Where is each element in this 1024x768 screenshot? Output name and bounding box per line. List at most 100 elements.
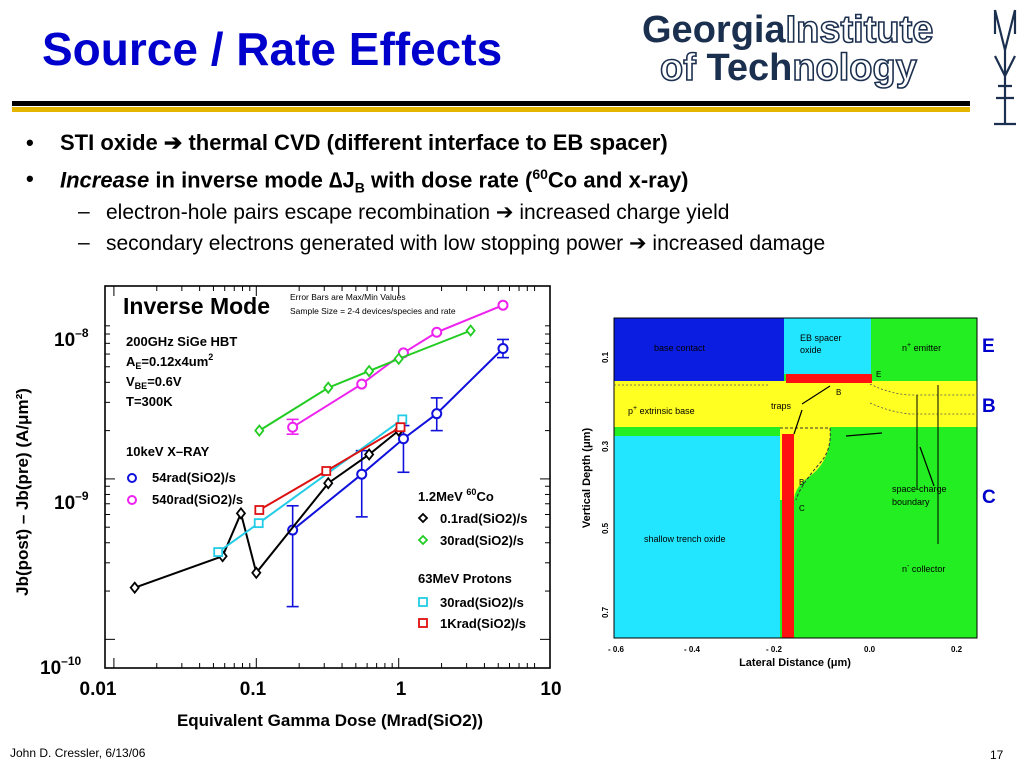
legend-header-protons: 63MeV Protons [418,571,512,586]
data-point [254,505,265,515]
data-point [497,299,509,311]
arrow-icon: ➔ [495,201,514,224]
chart-title: Inverse Mode [123,293,270,319]
data-point [323,381,334,395]
region-label: EB spacer [800,333,842,343]
legend-label: 1Krad(SiO2)/s [440,616,526,631]
bullet-dot: • [26,130,34,155]
data-point [251,566,262,580]
pointer-arrow [801,385,831,405]
legend-marker [418,618,428,628]
logo-line-2: of Technology [659,47,917,89]
x-tick-label: 0.0 [864,645,876,654]
bullet-2-text-c: Co and x-ray) [547,167,689,193]
data-point [397,414,408,425]
data-point [356,468,368,480]
bullet-2-sub: B [354,179,365,196]
junction-label: C [799,504,805,513]
tick-marks [105,286,550,668]
y-axis-label: Jb(post) – Jb(pre) (A/μm²) [13,388,32,596]
data-point [356,378,368,390]
y-tick-label: 0.1 [601,351,610,363]
x-axis-label: Lateral Distance (μm) [739,657,851,669]
emitter-side-label: E [982,336,995,357]
bullet-2: Increase in inverse mode ∆JB with dose r… [60,166,689,196]
collector-side-label: C [982,487,996,508]
slide-title: Source / Rate Effects [42,23,503,75]
data-point [287,524,299,536]
data-point [235,506,247,520]
bullet-1-text-a: STI oxide [60,130,164,155]
region-label: oxide [800,345,822,355]
logo-word-tech: Tech [706,47,793,89]
data-point [465,324,476,338]
region-label: base contact [654,343,706,353]
bullet-1: STI oxide ➔ thermal CVD (different inter… [60,130,668,156]
data-point [254,424,265,438]
bullet-2-delta: ∆J [329,167,355,193]
data-point [321,466,332,476]
data-point [213,547,224,557]
legend-label: 30rad(SiO2)/s [440,595,524,610]
subbullet-2: secondary electrons generated with low s… [106,231,825,256]
pointer-arrow [793,409,803,435]
y-tick-label: 10–10 [40,654,81,679]
legend-marker [418,597,428,607]
y-tick-label: 0.3 [601,440,610,452]
logo-word-of: of [659,47,707,89]
data-point [253,518,264,529]
y-tick-label: 0.5 [601,522,610,534]
region-label: shallow trench oxide [644,534,726,544]
junction-label: B [836,388,841,397]
legend-label: 0.1rad(SiO2)/s [440,511,527,526]
pointer-arrow [919,446,935,487]
subbullet-dash: – [78,200,90,223]
legend-header-xray: 10keV X–RAY [126,444,210,459]
georgia-tech-logo: GeorgiaInstitute of Technology [634,8,980,90]
plot-frame [613,317,978,639]
y-tick-label: 10–8 [54,326,89,351]
data-point [395,422,406,433]
arrow-icon: ➔ [628,232,647,255]
legend-label: 540rad(SiO2)/s [152,492,243,507]
x-tick-label: 0.01 [80,679,117,700]
series-layer [129,299,509,608]
p-extrinsic-base-region [614,381,977,427]
traps-label: traps [771,401,792,411]
junction-label: B [799,478,804,487]
logo-word-institute: Institute [785,9,934,51]
page-number: 17 [990,748,1004,762]
header-rule-black [12,101,970,106]
subbullet-dash: – [78,231,90,254]
data-point [497,342,509,354]
region-label: p+ extrinsic base [628,405,695,416]
data-point [129,581,140,595]
data-point [393,352,404,366]
x-tick-label: - 0.2 [766,645,783,654]
pointer-arrow [845,432,883,437]
legend-label: 54rad(SiO2)/s [152,470,236,485]
legend-header-co60: 1.2MeV 60Co [418,487,494,504]
data-point [363,364,375,378]
bullet-1-text-b: thermal CVD (different interface to EB s… [182,130,668,155]
legend-marker [417,534,429,546]
plot-frame [104,285,551,669]
legend-marker [127,473,137,483]
x-tick-label: - 0.4 [684,645,701,654]
device-area: AE=0.12x4um2 [126,352,213,371]
x-tick-label: 1 [396,679,407,700]
bullet-2-italic: Increase [60,167,150,193]
x-tick-label: - 0.6 [608,645,625,654]
subbullet-1: electron-hole pairs escape recombination… [106,200,729,225]
eb-spacer-region [784,318,871,374]
data-point [363,448,375,461]
space-charge-label: space-charge [892,484,947,494]
y-tick-label: 10–9 [54,489,89,514]
chart-note: Sample Size = 2-4 devices/species and ra… [290,306,456,316]
y-tick-label: 0.7 [601,606,610,618]
x-tick-label: 0.1 [240,679,267,700]
inverse-mode-chart: 0.01 0.1 1 10 10–8 10–9 10–10 Equivalent… [13,285,562,730]
sti-oxide-region [614,436,780,638]
chart-note: Error Bars are Max/Min Values [290,292,406,302]
junction-label: E [876,370,881,379]
